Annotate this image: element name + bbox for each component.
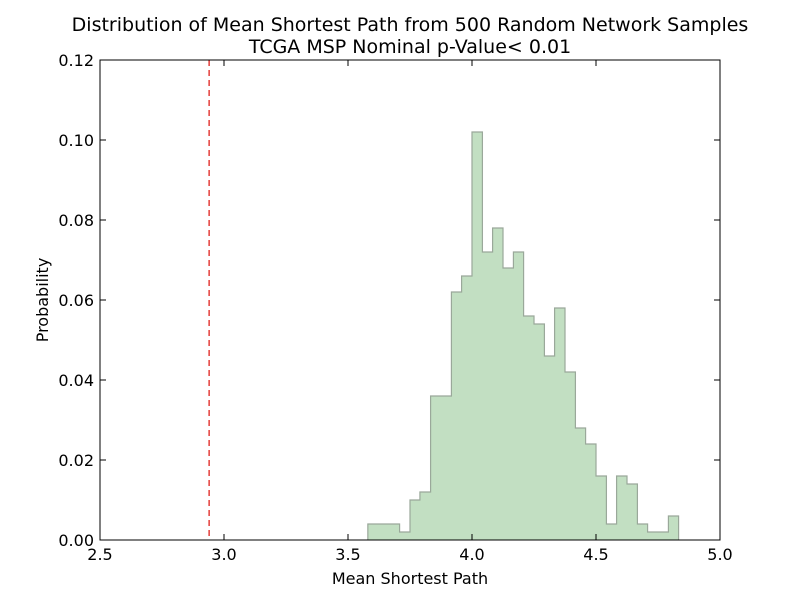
histogram-bar-8: [482, 252, 493, 540]
histogram-bars: [367, 132, 679, 540]
histogram-bar-21: [616, 476, 627, 540]
histogram-bar-11: [513, 252, 524, 540]
y-axis-label: Probability: [33, 258, 52, 343]
y-tick-label: 0.02: [58, 451, 94, 470]
histogram-bar-25: [668, 516, 679, 540]
axis-ticks: 2.5 3.0 3.5 4.0 4.5 5.0 0.00 0.02 0.04 0.06 0.08 0.…: [58, 51, 732, 564]
histogram-bar-5: [451, 292, 462, 540]
histogram-bar-12: [523, 316, 534, 540]
histogram-bar-22: [627, 484, 638, 540]
histogram-bar-19: [596, 476, 607, 540]
histogram-bar-24: [647, 532, 669, 540]
histogram-bar-4: [430, 396, 452, 540]
y-tick-label: 0.04: [58, 371, 94, 390]
histogram-bar-6: [461, 276, 472, 540]
y-tick-label: 0.08: [58, 211, 94, 230]
histogram-bar-20: [606, 524, 617, 540]
histogram-bar-1: [399, 532, 410, 540]
histogram-bar-9: [492, 228, 503, 540]
chart-title: Distribution of Mean Shortest Path from …: [72, 14, 749, 36]
histogram-outline: [367, 131, 680, 540]
x-tick-label: 3.0: [211, 545, 236, 564]
histogram-bar-15: [554, 308, 565, 540]
histogram-bar-7: [472, 132, 483, 540]
x-tick-label: 4.5: [583, 545, 608, 564]
histogram-step-outline: [367, 131, 680, 540]
histogram-bar-18: [585, 444, 596, 540]
y-tick-label: 0.06: [58, 291, 94, 310]
x-tick-label: 5.0: [707, 545, 732, 564]
x-tick-label: 4.0: [459, 545, 484, 564]
histogram-bar-0: [367, 524, 400, 540]
y-tick-label: 0.12: [58, 51, 94, 70]
histogram-bar-16: [565, 372, 576, 540]
histogram-bar-17: [575, 428, 586, 540]
histogram-bar-10: [503, 268, 514, 540]
histogram-bar-13: [534, 324, 545, 540]
plot-frame: [99, 59, 721, 541]
y-tick-label: 0.00: [58, 531, 94, 550]
x-tick-label: 2.5: [87, 545, 112, 564]
chart-subtitle: TCGA MSP Nominal p-Value< 0.01: [248, 36, 571, 58]
y-tick-label: 0.10: [58, 131, 94, 150]
histogram-bar-23: [637, 524, 648, 540]
histogram-bar-3: [419, 492, 431, 540]
histogram-bar-2: [410, 500, 420, 540]
histogram-bar-14: [544, 356, 555, 540]
x-tick-label: 3.5: [335, 545, 360, 564]
x-axis-label: Mean Shortest Path: [332, 569, 488, 588]
